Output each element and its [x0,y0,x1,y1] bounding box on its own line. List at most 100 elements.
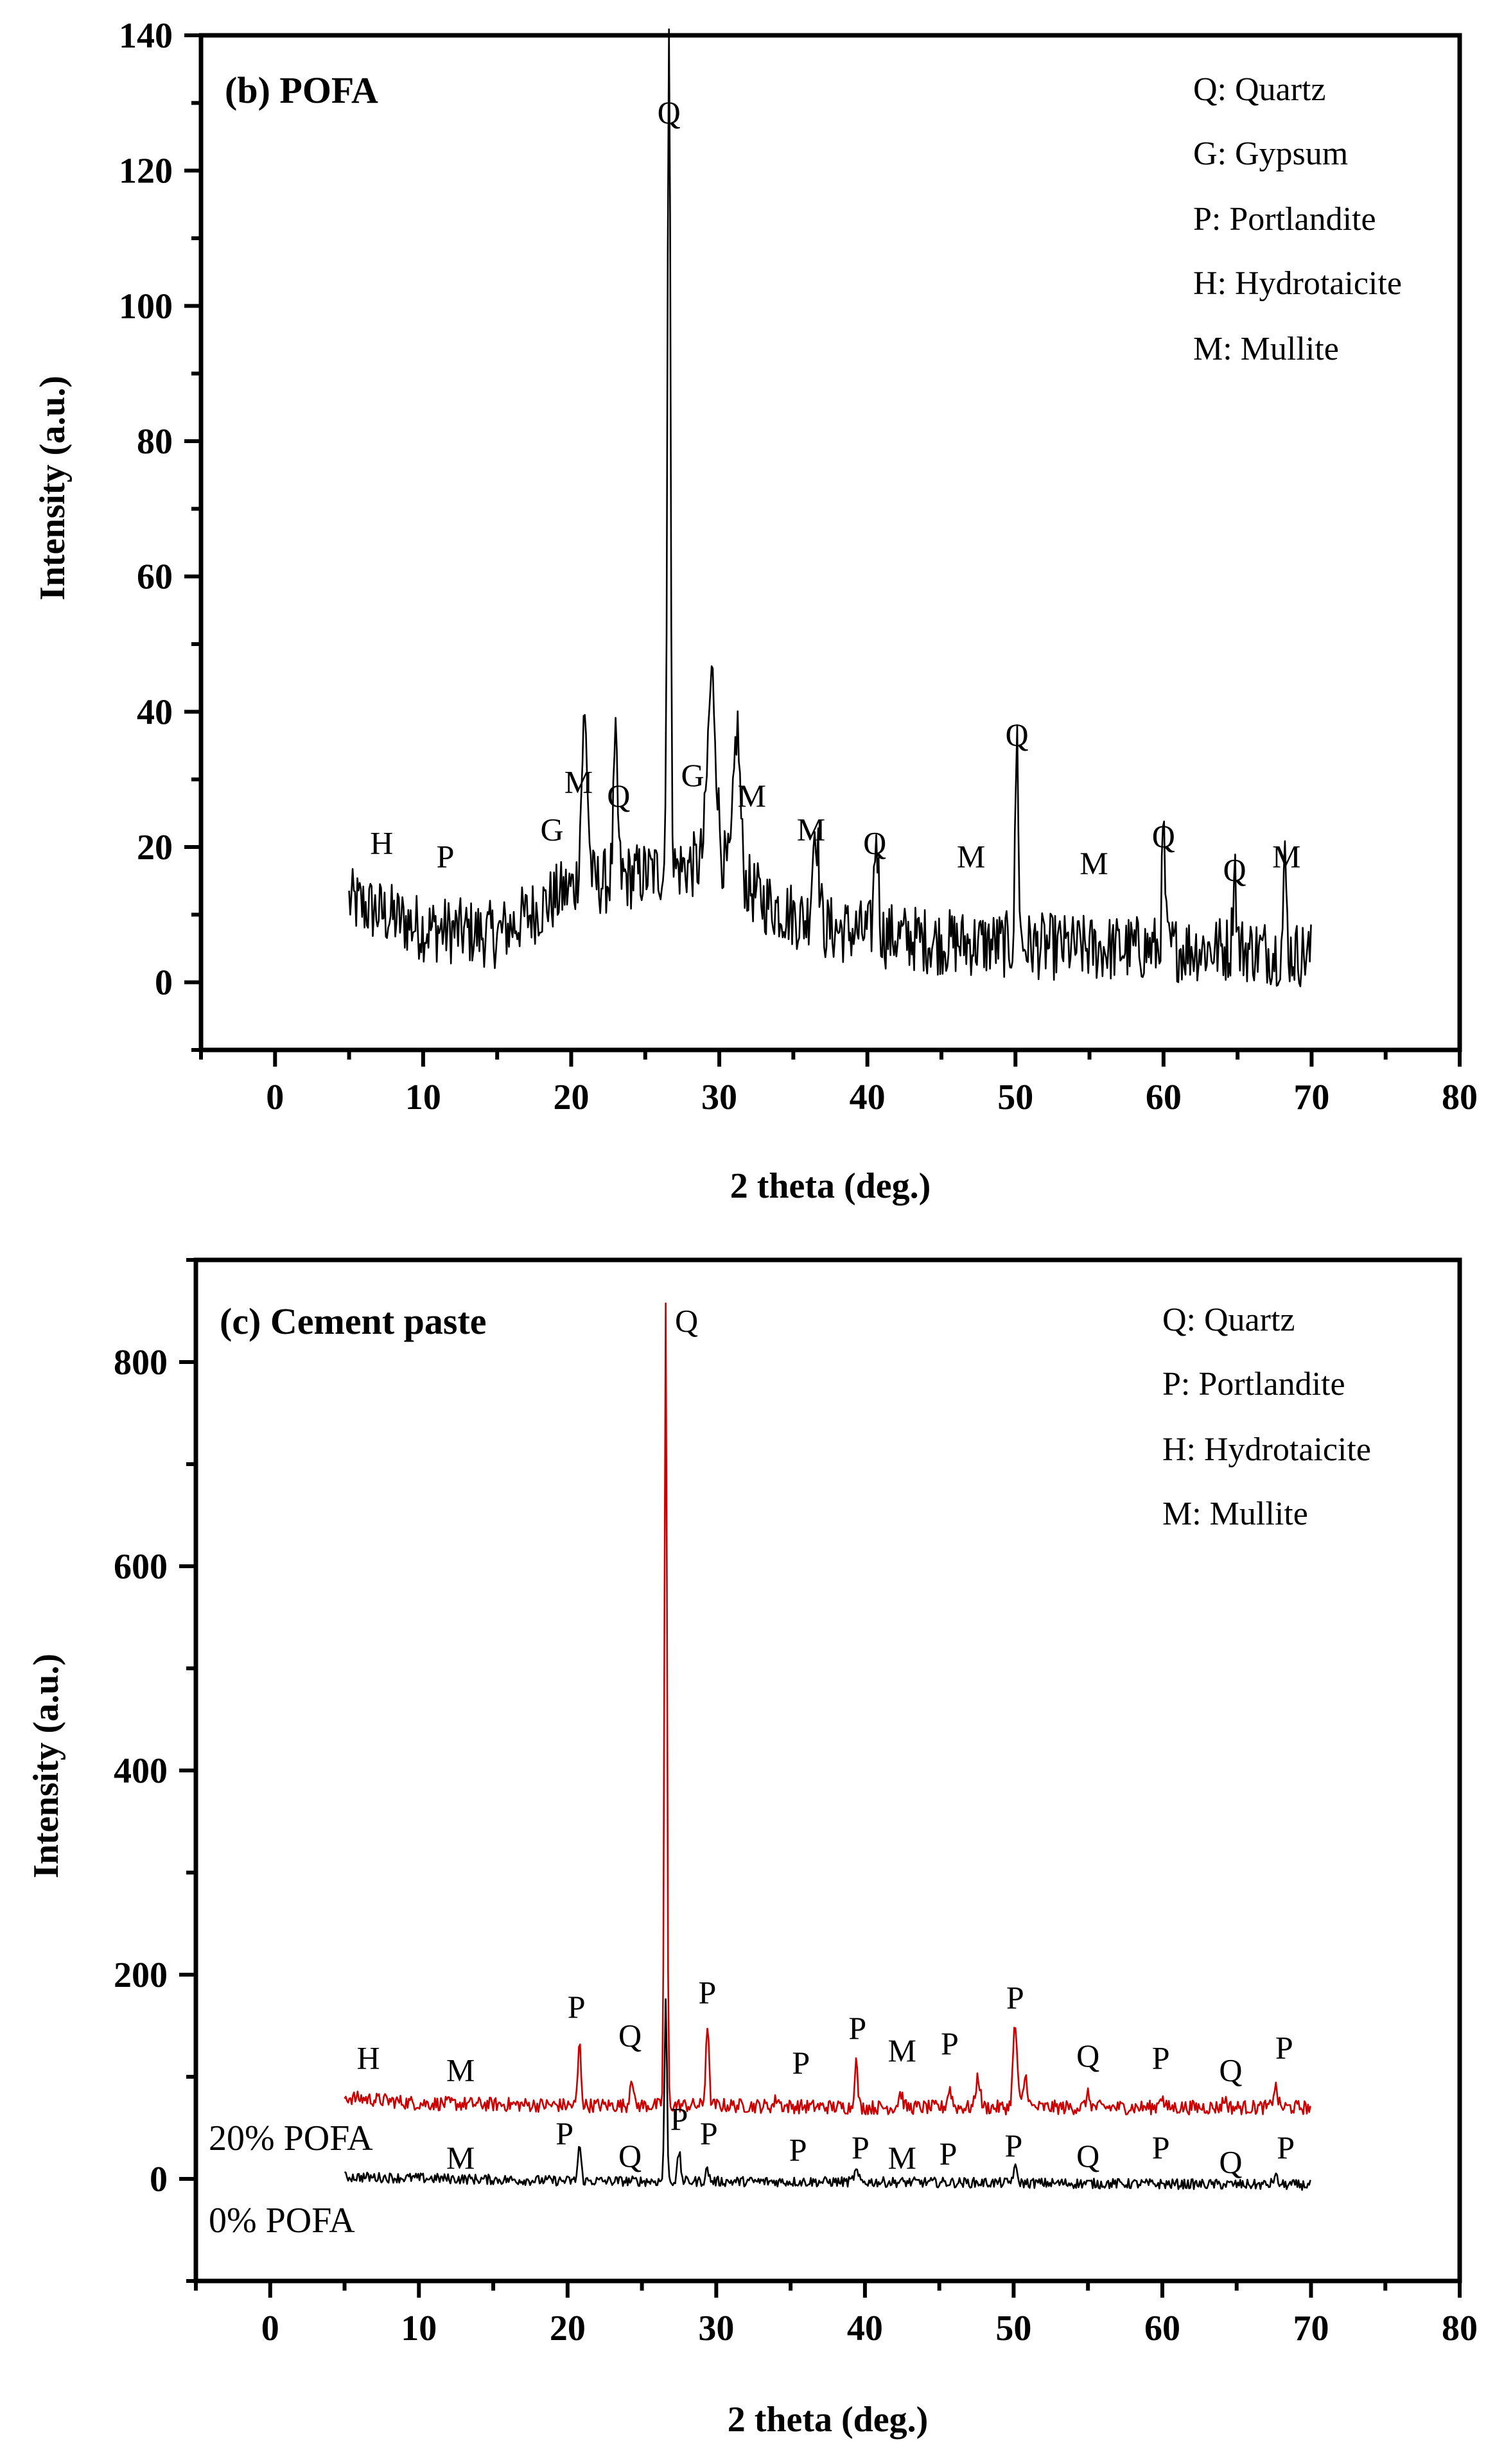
peak-label: H [357,2040,380,2075]
x-axis-title: 2 theta (deg.) [730,1166,931,1206]
x-tick-label: 10 [405,1078,441,1117]
x-tick-label: 80 [1442,2309,1478,2348]
series-line-pofa [348,28,1312,988]
y-tick-label: 600 [114,1547,168,1587]
peak-label: P [1006,1979,1024,2015]
peak-label: Q [618,2017,642,2053]
panel-c-cement-paste: (c) Cement paste Q: Quartz P: Portlandit… [26,1257,1478,2440]
data-lines [344,1302,1311,2191]
panel-b-pofa: (b) POFA Q: Quartz G: Gypsum P: Portland… [33,16,1478,1206]
peak-label: M [1080,845,1108,881]
legend-entry: H: Hydrotaicite [1193,265,1402,302]
x-tick-label: 40 [850,1078,886,1117]
legend-entry: M: Mullite [1162,1496,1308,1532]
tick-labels: 0 10 20 30 40 50 60 70 80 0 20 40 60 80 100 120 140 [119,16,1478,1117]
legend-entry: G: Gypsum [1193,135,1348,172]
x-tick-label: 50 [997,1078,1033,1117]
x-tick-label: 70 [1293,1078,1329,1117]
legend-entry: M: Mullite [1193,331,1339,367]
y-tick-label: 800 [114,1343,168,1383]
x-tick-label: 60 [1146,1078,1182,1117]
peak-label: P [699,1975,717,2011]
x-tick-label: 60 [1144,2309,1180,2348]
peak-label: Q [618,2138,642,2174]
peak-label: Q [1219,2052,1242,2088]
peak-label: M [738,778,766,814]
peak-label: M [888,2032,916,2068]
legend: Q: Quartz G: Gypsum P: Portlandite H: Hy… [1193,71,1402,367]
legend-entry: P: Portlandite [1162,1366,1345,1402]
y-tick-label: 120 [119,152,173,191]
x-tick-label: 20 [550,2309,586,2348]
x-tick-label: 80 [1442,1078,1478,1117]
peak-label: P [1005,2128,1023,2163]
x-tick-label: 0 [261,2309,279,2348]
x-tick-label: 0 [266,1078,284,1117]
peak-label: P [1152,2040,1170,2075]
series-line-20-pofa [344,1302,1311,2116]
x-tick-label: 70 [1293,2309,1329,2348]
peak-label: Q [1219,2144,1242,2180]
peak-label: G [681,757,704,793]
x-tick-label: 40 [847,2309,883,2348]
x-tick-label: 30 [698,2309,734,2348]
peak-label: G [540,811,563,847]
legend-entry: H: Hydrotaicite [1162,1431,1371,1468]
peak-label: M [564,764,593,800]
y-axis-title: Intensity (a.u.) [26,1654,66,1878]
peak-label: M [957,839,985,875]
peak-label: Q [658,94,681,130]
y-tick-label: 80 [137,422,173,462]
plot-frame [198,33,1462,1053]
axis-ticks [179,1258,1462,2298]
x-axis-title: 2 theta (deg.) [728,2400,929,2440]
axis-ticks [184,33,1462,1067]
x-tick-label: 50 [995,2309,1031,2348]
peak-label: M [1272,839,1300,875]
peak-label: P [1277,2129,1295,2165]
peak-label: M [888,2140,916,2176]
y-tick-label: 40 [137,692,173,732]
y-tick-label: 60 [137,557,173,597]
legend-entry: Q: Quartz [1162,1302,1295,1338]
x-tick-label: 30 [701,1078,737,1117]
x-tick-label: 20 [553,1078,589,1117]
peak-label: P [848,2010,866,2046]
y-tick-label: 20 [137,828,173,868]
peak-label: Q [1223,852,1246,888]
plot-frame [193,1257,1462,2284]
peak-label: P [940,2136,957,2172]
y-tick-label: 400 [114,1751,168,1791]
peak-label: M [797,811,825,847]
peak-label: P [792,2045,810,2081]
peak-label: Q [1152,818,1175,854]
legend-entry: P: Portlandite [1193,201,1376,238]
series-line-0-pofa [344,1998,1311,2191]
y-tick-label: 140 [119,16,173,56]
legend-entry: Q: Quartz [1193,71,1325,108]
series-label-0-pofa: 0% POFA [209,2201,355,2241]
y-tick-label: 0 [150,2160,168,2199]
y-tick-label: 100 [119,286,173,326]
peak-label: P [555,2115,573,2151]
peak-label: M [446,2140,475,2176]
data-lines [348,28,1312,988]
peak-label: P [852,2129,870,2165]
y-axis-title: Intensity (a.u.) [33,376,73,600]
peak-label: P [789,2131,807,2167]
peak-label: P [941,2025,959,2061]
y-tick-label: 200 [114,1955,168,1995]
peak-label: Q [1076,2138,1099,2174]
peak-label: Q [863,825,886,861]
peak-label: M [446,2052,475,2088]
peak-label: P [670,2101,688,2137]
peak-label: Q [607,778,630,814]
peak-label: P [568,1989,586,2025]
legend: Q: Quartz P: Portlandite H: Hydrotaicite… [1162,1302,1371,1532]
series-label-20-pofa: 20% POFA [209,2119,373,2158]
peak-label: P [1275,2029,1293,2065]
peak-label: P [700,2115,718,2151]
